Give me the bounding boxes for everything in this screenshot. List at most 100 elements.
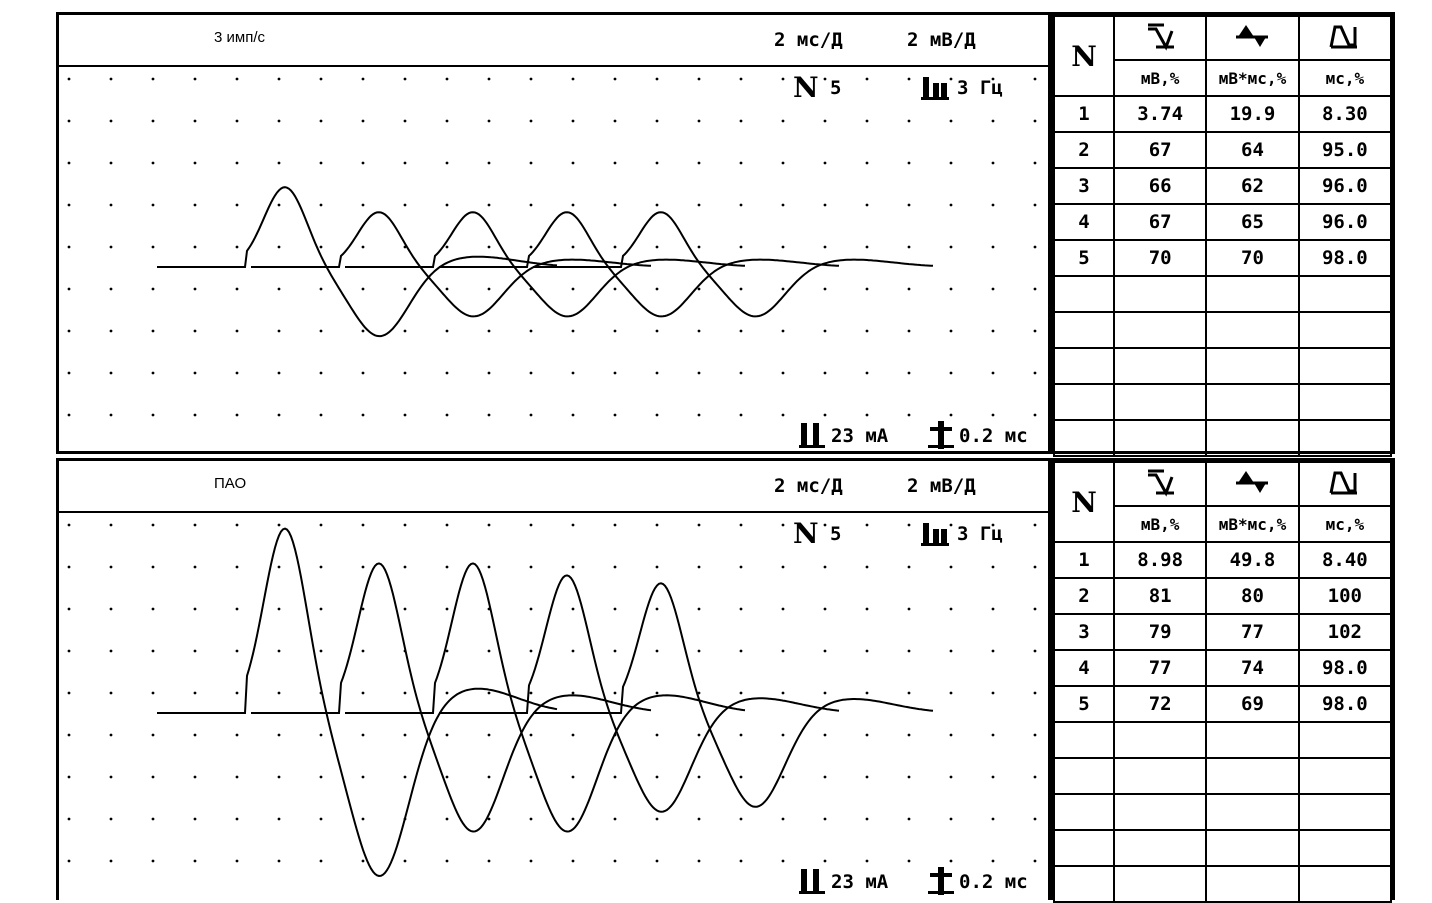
grid-dot	[697, 371, 701, 375]
grid-dot	[655, 245, 659, 249]
waveform-trace-1	[157, 527, 558, 878]
table-row-empty	[1053, 275, 1393, 313]
grid-dot	[823, 523, 827, 527]
grid-dot	[865, 371, 869, 375]
grid-dot	[949, 329, 953, 333]
grid-dot	[529, 371, 533, 375]
grid-dot	[319, 607, 323, 611]
cell-value: 66	[1112, 167, 1208, 205]
grid-dot	[109, 817, 113, 821]
grid-dot	[193, 649, 197, 653]
header-duration-icon	[1297, 461, 1393, 507]
grid-dot	[781, 77, 785, 81]
grid-dot	[67, 733, 71, 737]
cell-empty	[1297, 383, 1393, 421]
grid-dot	[781, 565, 785, 569]
grid-dot	[193, 287, 197, 291]
table-row: 4 67 65 96.0	[1053, 203, 1393, 241]
grid-dot	[487, 287, 491, 291]
grid-dot	[907, 413, 911, 417]
grid-dot	[697, 691, 701, 695]
cell-empty	[1053, 829, 1115, 867]
grid-dot	[151, 859, 155, 863]
grid-dot	[529, 649, 533, 653]
cell-empty	[1205, 383, 1300, 421]
grid-dot	[487, 413, 491, 417]
grid-dot	[613, 77, 617, 81]
pulse-duration-icon	[928, 421, 954, 449]
grid-dot	[445, 565, 449, 569]
grid-dot	[487, 691, 491, 695]
grid-dot	[193, 817, 197, 821]
grid-dot	[1033, 203, 1037, 207]
grid-dot	[949, 649, 953, 653]
grid-dot	[1033, 733, 1037, 737]
grid-dot	[235, 161, 239, 165]
grid-dot	[949, 245, 953, 249]
cell-empty	[1297, 311, 1393, 349]
unit-label: мс,%	[1297, 59, 1393, 97]
grid-dot	[487, 649, 491, 653]
cell-empty	[1297, 829, 1393, 867]
grid-dot	[907, 287, 911, 291]
grid-dot	[655, 817, 659, 821]
grid-dot	[655, 413, 659, 417]
cell-value: 81	[1112, 577, 1208, 615]
grid-dot	[235, 859, 239, 863]
grid-dot	[697, 287, 701, 291]
grid-dot	[907, 649, 911, 653]
grid-dot	[739, 287, 743, 291]
grid-dot	[571, 691, 575, 695]
grid-dot	[907, 733, 911, 737]
table-row-empty	[1053, 865, 1393, 903]
panel-title: ПАО	[214, 475, 247, 492]
grid-dot	[193, 161, 197, 165]
cell-value: 72	[1112, 685, 1208, 723]
grid-dot	[487, 161, 491, 165]
grid-dot	[235, 607, 239, 611]
grid-dot	[823, 287, 827, 291]
grid-dot	[907, 859, 911, 863]
row-index: 1	[1053, 95, 1115, 133]
grid-dot	[487, 203, 491, 207]
row-index: 5	[1053, 685, 1115, 723]
grid-dot	[949, 859, 953, 863]
grid-dot	[739, 161, 743, 165]
grid-dot	[865, 523, 869, 527]
grid-dot	[487, 329, 491, 333]
grid-dot	[445, 203, 449, 207]
grid-dot	[235, 119, 239, 123]
grid-dot	[991, 119, 995, 123]
grid-dot	[781, 287, 785, 291]
grid-dot	[991, 691, 995, 695]
grid-dot	[67, 77, 71, 81]
grid-dot	[235, 77, 239, 81]
grid-dot	[277, 733, 281, 737]
cell-value: 62	[1205, 167, 1300, 205]
grid-dot	[949, 203, 953, 207]
grid-dot	[277, 607, 281, 611]
grid-dot	[865, 161, 869, 165]
cell-empty	[1205, 793, 1300, 831]
cell-value: 8.30	[1297, 95, 1393, 133]
grid-dot	[445, 649, 449, 653]
waveform-trace-3	[345, 211, 746, 318]
grid-dot	[403, 775, 407, 779]
grid-dot	[361, 245, 365, 249]
grid-dot	[697, 817, 701, 821]
grid-dot	[403, 161, 407, 165]
row-index: 3	[1053, 167, 1115, 205]
grid-dot	[319, 77, 323, 81]
grid-dot	[445, 817, 449, 821]
grid-dot	[823, 775, 827, 779]
grid-dot	[193, 371, 197, 375]
grid-dot	[487, 245, 491, 249]
grid-dot	[67, 649, 71, 653]
grid-dot	[67, 329, 71, 333]
grid-dot	[1033, 371, 1037, 375]
grid-dot	[403, 733, 407, 737]
unit-label: мс,%	[1297, 505, 1393, 543]
grid-dot	[655, 691, 659, 695]
grid-dot	[319, 245, 323, 249]
